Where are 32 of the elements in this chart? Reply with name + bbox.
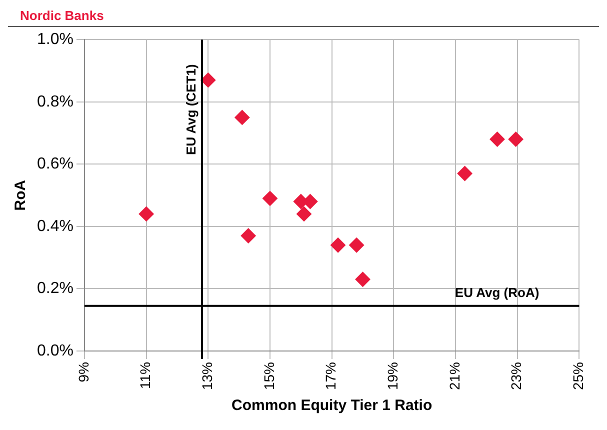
point bbox=[490, 132, 505, 147]
point bbox=[296, 206, 312, 222]
point bbox=[457, 166, 472, 181]
x-axis-title: Common Equity Tier 1 Ratio bbox=[232, 397, 432, 414]
point bbox=[508, 132, 524, 147]
point bbox=[355, 272, 370, 287]
y-tick-label: 0.6% bbox=[37, 156, 74, 173]
point bbox=[138, 206, 154, 222]
x-tick-label: 11% bbox=[137, 362, 154, 389]
x-tick-label: 25% bbox=[570, 362, 586, 390]
x-tick-label: 15% bbox=[260, 362, 277, 390]
x-tick-label: 19% bbox=[384, 362, 401, 390]
y-tick-label: 0.8% bbox=[37, 93, 74, 110]
y-tick-label: 0.4% bbox=[37, 218, 74, 235]
point bbox=[349, 238, 364, 253]
x-tick-label: 23% bbox=[508, 362, 524, 390]
ref-line-label: EU Avg (RoA) bbox=[454, 284, 540, 300]
y-tick-label: 1.0% bbox=[37, 31, 74, 48]
point bbox=[262, 190, 278, 206]
x-tick-label: 17% bbox=[322, 362, 339, 390]
y-tick-label: 0.0% bbox=[37, 342, 74, 360]
x-tick-label: 13% bbox=[199, 362, 216, 390]
point bbox=[240, 228, 256, 244]
y-axis-title: RoA bbox=[12, 180, 30, 211]
point bbox=[234, 110, 250, 125]
point bbox=[200, 72, 216, 88]
ref-line-label: EU Avg (CET1) bbox=[184, 64, 199, 155]
x-tick-label: 9% bbox=[75, 362, 92, 382]
chart-title: Nordic Banks bbox=[8, 8, 599, 27]
y-tick-label: 0.2% bbox=[37, 280, 74, 298]
point bbox=[330, 238, 346, 253]
x-tick-label: 21% bbox=[446, 362, 462, 390]
